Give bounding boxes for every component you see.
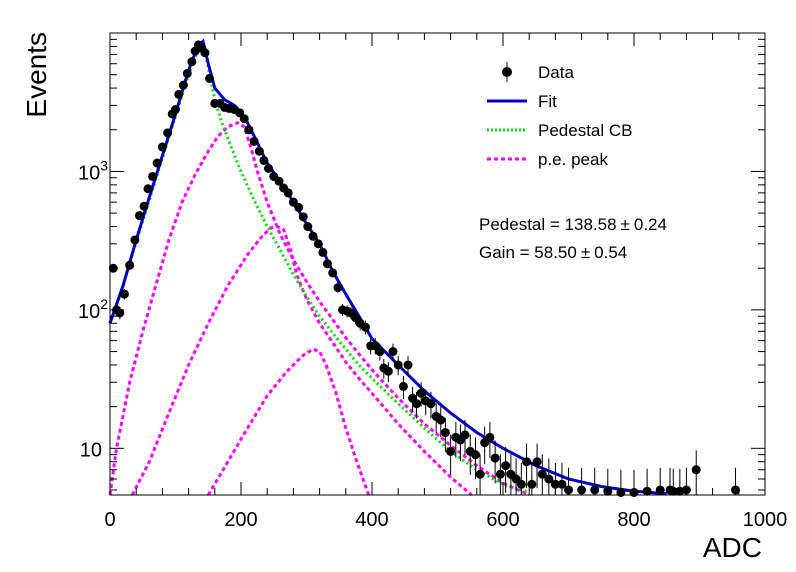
data-point [143, 184, 153, 194]
data-point [249, 136, 259, 146]
pedestal-result: Pedestal = 138.58 ±0.24 [479, 215, 667, 234]
legend-label: Pedestal CB [538, 121, 633, 140]
y-tick-label: 103 [78, 157, 108, 184]
data-point [527, 479, 537, 489]
data-point [254, 146, 264, 156]
data-point [152, 158, 162, 168]
pe-peak-curve [108, 121, 530, 497]
x-axis-label: ADC [703, 532, 762, 563]
data-point [691, 465, 701, 475]
data-point [388, 347, 398, 357]
data-point [416, 388, 426, 398]
data-point [485, 432, 495, 442]
data-point [398, 381, 408, 391]
data-point [490, 453, 500, 463]
data-point [412, 399, 422, 409]
data-point [322, 259, 332, 269]
data-point [731, 485, 741, 495]
data-point [313, 239, 323, 249]
x-tick-label: 800 [617, 509, 650, 531]
data-point [200, 48, 210, 58]
x-tick-label: 1000 [743, 509, 788, 531]
data-point [393, 360, 403, 370]
data-point [440, 428, 450, 438]
data-point [375, 347, 385, 357]
data-point [178, 80, 188, 90]
data-point [303, 222, 313, 232]
pe-peak-curve [207, 347, 371, 496]
data-point [274, 176, 284, 186]
data-point [403, 360, 413, 370]
data-point [550, 479, 560, 489]
data-point [532, 457, 542, 467]
data-point [130, 235, 140, 245]
fit-results: Pedestal = 138.58 ±0.24 Gain = 58.50 ±0.54 [479, 215, 667, 262]
data-point [642, 486, 652, 496]
data-point [163, 128, 173, 138]
y-axis-label: Events [21, 32, 52, 118]
data-point [187, 57, 197, 67]
y-tick-label: 10 [80, 439, 102, 461]
data-point [495, 469, 505, 479]
data-point [460, 430, 470, 440]
data-point [171, 105, 180, 115]
y-tick-label: 102 [78, 296, 108, 323]
axis-ticks: 0 200 400 600 800 1000 10 102 103 [78, 33, 787, 531]
data-point [139, 201, 149, 211]
data-point [148, 171, 158, 181]
data-point [537, 469, 547, 479]
x-tick-label: 0 [104, 509, 115, 531]
data-point [475, 469, 485, 479]
data-point [564, 485, 573, 495]
data-point [294, 202, 304, 212]
data-point [616, 487, 626, 497]
data-point [308, 231, 318, 241]
data-point [205, 73, 215, 83]
data-point [501, 461, 511, 471]
legend: Data Fit Pedestal CB p.e. peak [487, 62, 633, 169]
data-point [426, 399, 436, 409]
data-point [283, 188, 293, 198]
legend-data-marker [502, 67, 512, 77]
data-point [557, 479, 567, 489]
data-point [516, 479, 526, 489]
gain-result: Gain = 58.50 ±0.54 [479, 243, 627, 262]
data-point [590, 485, 600, 495]
plot-frame [109, 32, 766, 496]
legend-label: p.e. peak [538, 150, 608, 169]
pedestal-cb-curve [108, 38, 530, 494]
data-point [446, 446, 456, 456]
data-point [157, 142, 167, 152]
data-point [436, 415, 446, 425]
data-point [264, 164, 274, 174]
data-point [182, 68, 192, 78]
data-point [125, 260, 135, 270]
data-point [328, 268, 338, 278]
data-point [259, 155, 269, 165]
data-point [174, 89, 184, 99]
data-point [668, 486, 678, 496]
data-point [333, 283, 343, 293]
data-point [544, 474, 554, 484]
data-point [115, 308, 125, 318]
data-point [470, 450, 480, 460]
data-point [360, 322, 370, 332]
legend-label: Fit [538, 92, 557, 111]
data-points-layer [108, 40, 741, 497]
x-tick-label: 200 [224, 509, 257, 531]
data-point [383, 366, 393, 376]
data-point [318, 247, 328, 257]
data-point [244, 125, 254, 135]
data-point [298, 212, 308, 222]
legend-label: Data [538, 63, 574, 82]
x-tick-label: 400 [355, 509, 388, 531]
data-point [239, 114, 249, 124]
data-point [119, 289, 129, 299]
data-point [522, 457, 532, 467]
data-point [134, 211, 144, 221]
x-tick-label: 600 [486, 509, 519, 531]
